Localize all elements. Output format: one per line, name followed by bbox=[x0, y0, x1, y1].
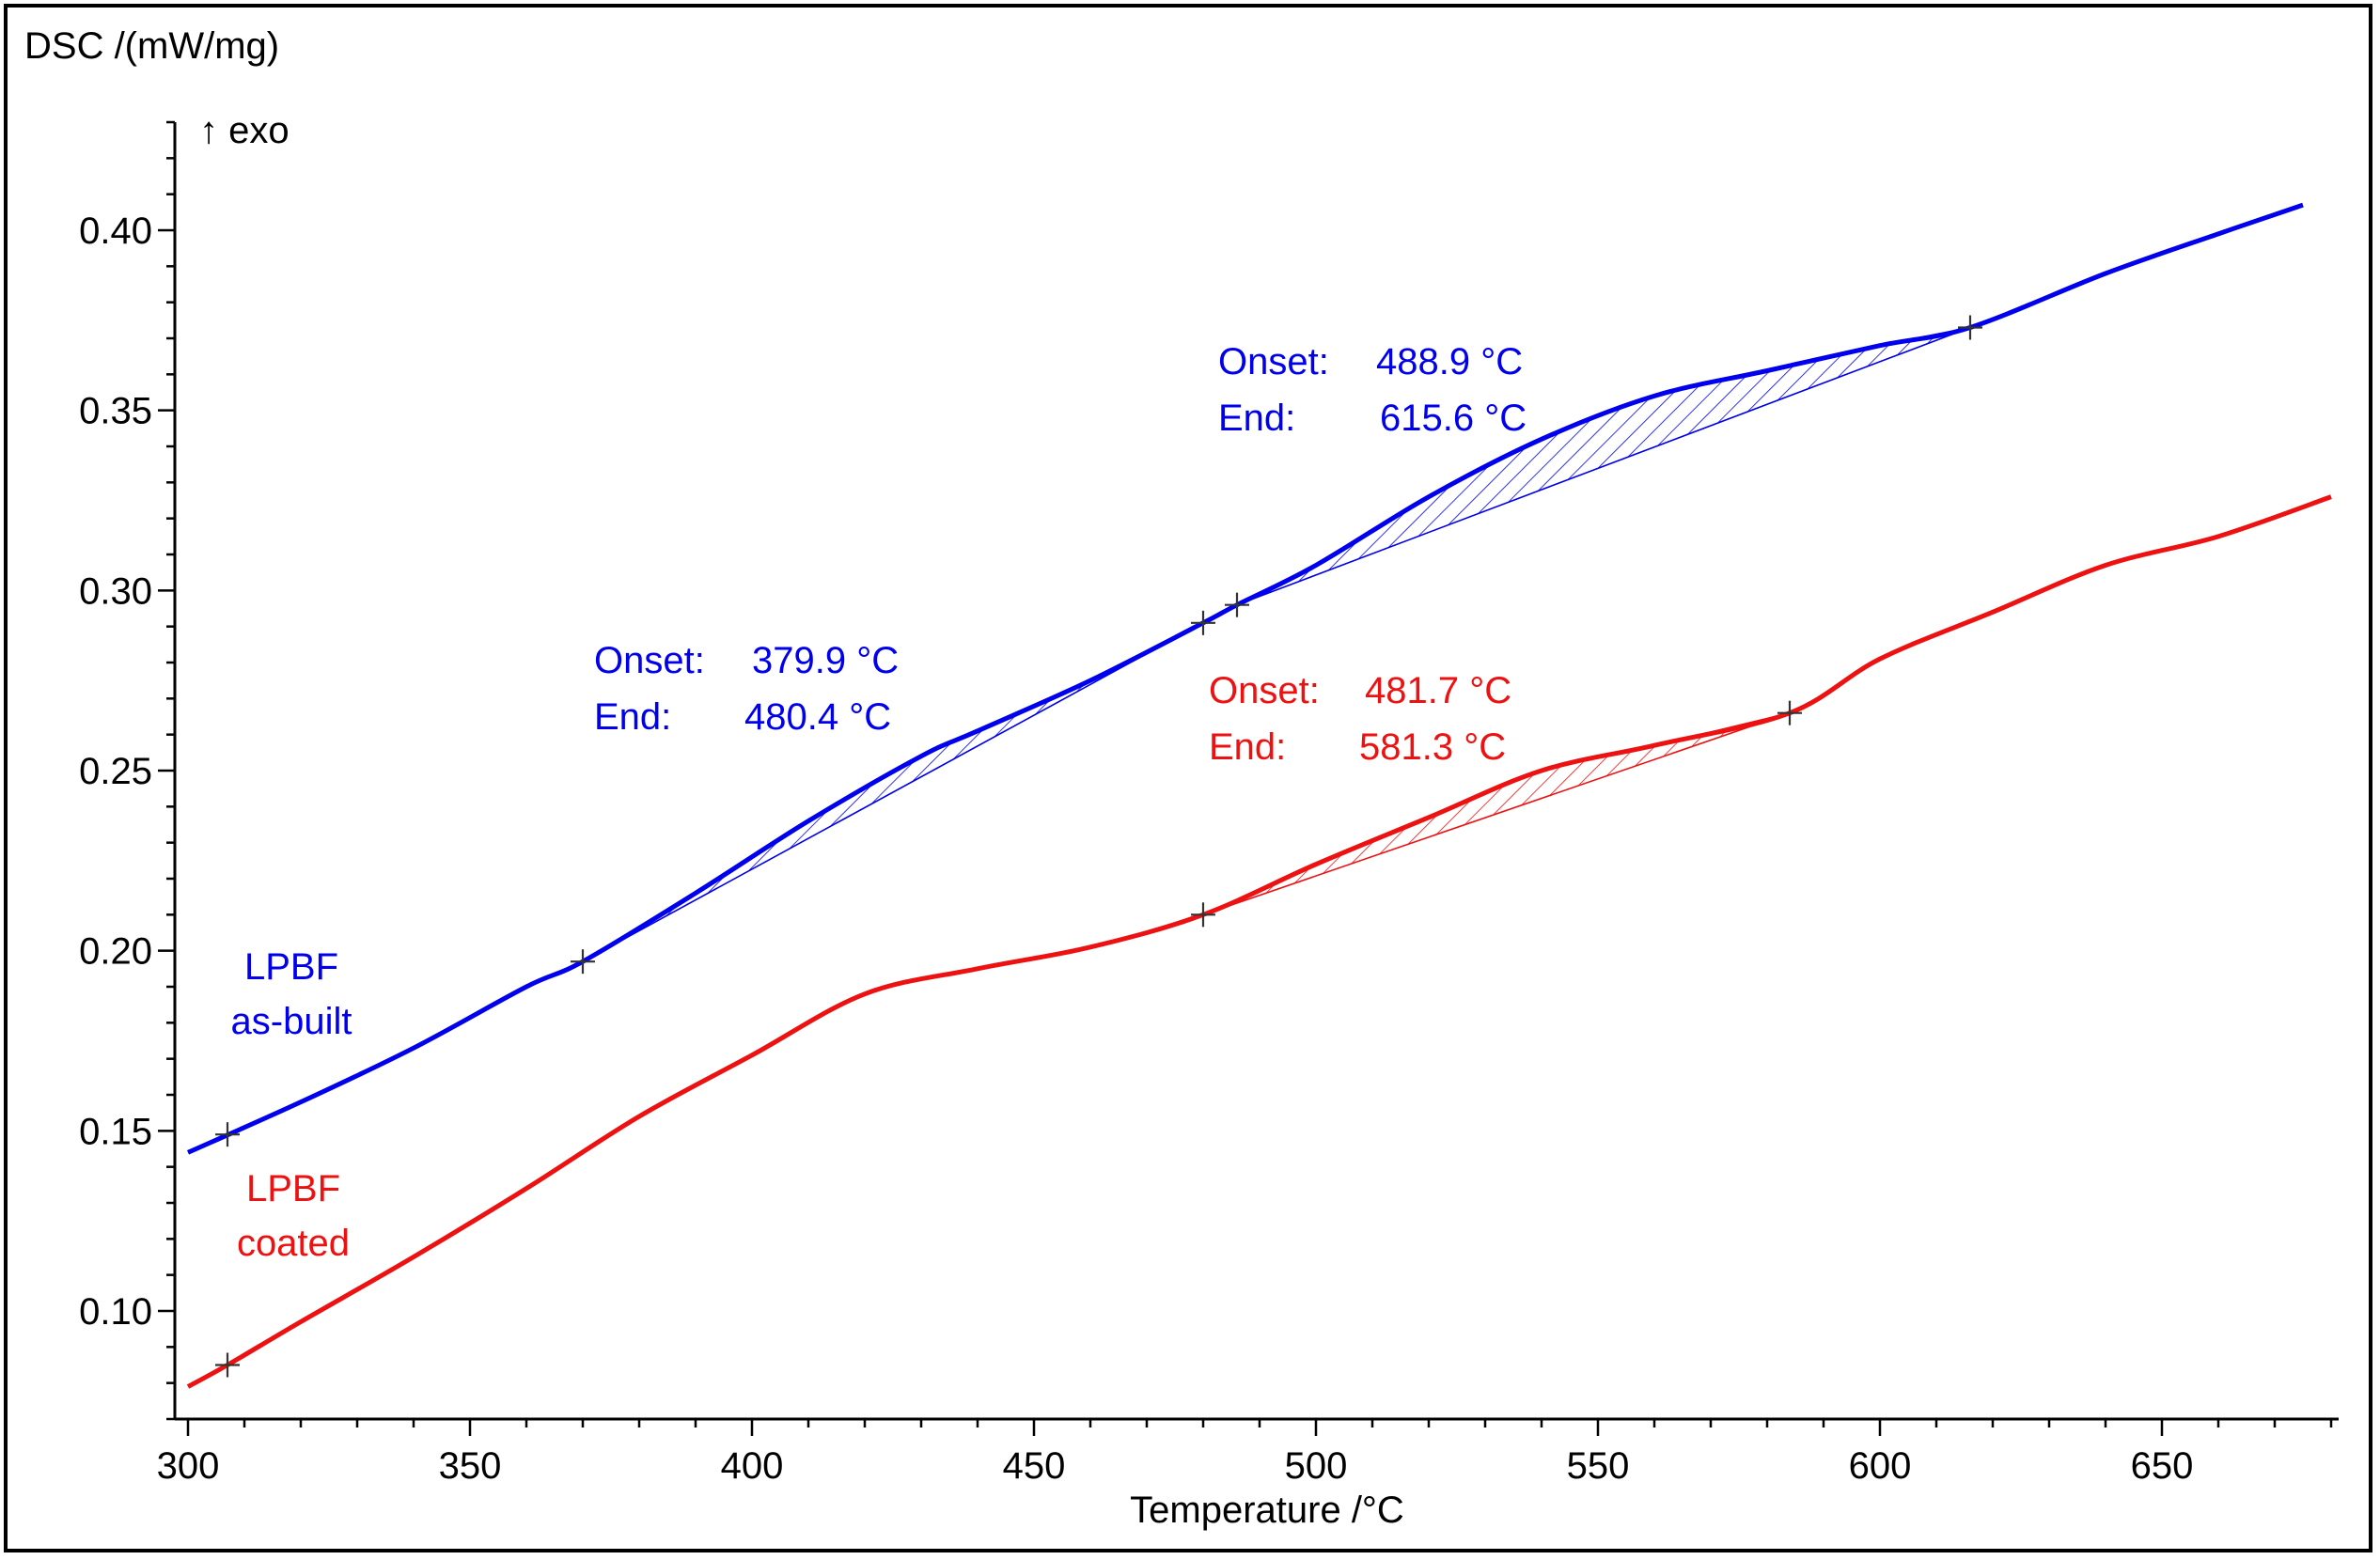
y-tick-label: 0.40 bbox=[79, 211, 152, 252]
peak-2-hatch bbox=[1236, 326, 1971, 606]
integration-marker bbox=[215, 1352, 240, 1378]
integration-marker bbox=[1777, 700, 1802, 725]
y-tick-label: 0.25 bbox=[79, 751, 152, 792]
integration-marker bbox=[1191, 902, 1215, 928]
series-line-coated bbox=[186, 494, 2332, 1389]
exo-direction-label: ↑ exo bbox=[199, 110, 290, 151]
integration-markers bbox=[215, 315, 1982, 1378]
series-label-as-built-line-1: LPBF bbox=[244, 946, 338, 988]
series-lines bbox=[186, 202, 2332, 1389]
series-label-as-built-line-2: as-built bbox=[231, 1001, 352, 1042]
peak-2-end-label: End: bbox=[1218, 398, 1295, 439]
peak-3-end-value: 581.3 °C bbox=[1359, 726, 1506, 768]
y-axis-ticks bbox=[158, 120, 175, 1421]
peak-annotation-3: Onset: 481.7 °C End: 581.3 °C bbox=[1209, 670, 1511, 768]
series-label-coated: LPBF coated bbox=[237, 1168, 350, 1264]
x-tick-label: 400 bbox=[721, 1445, 784, 1487]
integration-marker bbox=[571, 949, 595, 975]
x-axis-ticks bbox=[186, 1419, 2333, 1436]
x-tick-label: 450 bbox=[1003, 1445, 1066, 1487]
y-tick-label: 0.10 bbox=[79, 1291, 152, 1333]
x-tick-label: 500 bbox=[1285, 1445, 1348, 1487]
peak-2-onset-value: 488.9 °C bbox=[1376, 341, 1523, 382]
y-axis-label: DSC /(mW/mg) bbox=[24, 25, 279, 67]
integration-marker bbox=[1225, 592, 1249, 617]
figure-frame bbox=[4, 4, 2372, 1552]
x-tick-label: 550 bbox=[1567, 1445, 1630, 1487]
peak-3-onset-label: Onset: bbox=[1209, 670, 1320, 711]
x-tick-label: 600 bbox=[1849, 1445, 1912, 1487]
integration-marker bbox=[215, 1122, 240, 1147]
peak-2-end-value: 615.6 °C bbox=[1380, 398, 1527, 439]
peak-1-end-label: End: bbox=[594, 696, 671, 738]
series-line-as-built bbox=[186, 202, 2304, 1155]
series-label-as-built: LPBF as-built bbox=[231, 946, 352, 1042]
x-tick-label: 300 bbox=[157, 1445, 220, 1487]
series-label-coated-line-1: LPBF bbox=[246, 1168, 340, 1209]
y-axis-tick-labels: 0.10 0.15 0.20 0.25 0.30 0.35 0.40 bbox=[79, 211, 152, 1333]
peak-3-end-label: End: bbox=[1209, 726, 1286, 768]
peak-1-end-value: 480.4 °C bbox=[744, 696, 891, 738]
x-tick-label: 350 bbox=[439, 1445, 502, 1487]
y-tick-label: 0.35 bbox=[79, 391, 152, 432]
peak-1-onset-value: 379.9 °C bbox=[752, 640, 899, 681]
series-label-coated-line-2: coated bbox=[237, 1223, 350, 1264]
peak-2-onset-label: Onset: bbox=[1218, 341, 1329, 382]
peak-1-onset-label: Onset: bbox=[594, 640, 705, 681]
peak-annotation-1: Onset: 379.9 °C End: 480.4 °C bbox=[594, 640, 899, 738]
y-tick-label: 0.15 bbox=[79, 1111, 152, 1152]
peak-3-onset-value: 481.7 °C bbox=[1365, 670, 1511, 711]
integration-marker bbox=[1958, 315, 1982, 340]
x-axis-label: Temperature /°C bbox=[1130, 1490, 1404, 1531]
y-tick-label: 0.30 bbox=[79, 570, 152, 612]
x-axis-tick-labels: 300 350 400 450 500 550 600 650 bbox=[157, 1445, 2194, 1487]
peak-annotation-2: Onset: 488.9 °C End: 615.6 °C bbox=[1218, 341, 1527, 439]
y-tick-label: 0.20 bbox=[79, 931, 152, 973]
integration-marker bbox=[1191, 610, 1215, 635]
x-tick-label: 650 bbox=[2131, 1445, 2194, 1487]
